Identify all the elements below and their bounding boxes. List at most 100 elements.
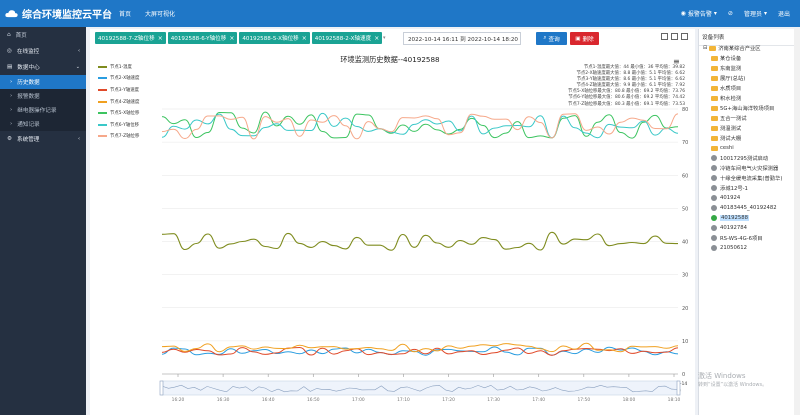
header-actions: ◉ 报警告警 ▾ ⊘ 管理员 ▾ 退出 xyxy=(681,9,800,18)
close-icon[interactable]: × xyxy=(301,34,307,42)
legend-item[interactable]: 节点6-Y轴位移 xyxy=(98,119,139,131)
chevron-right-icon: › xyxy=(10,121,13,127)
series-line xyxy=(161,113,679,140)
tree-label: 401924 xyxy=(720,195,741,201)
sidebar-sub-alarm[interactable]: › 报警数据 xyxy=(0,89,86,103)
zoom-tick-label: 17:30 xyxy=(487,397,500,403)
tree-folder[interactable]: 水质项目 xyxy=(703,83,799,93)
tree-device[interactable]: 40192784 xyxy=(703,223,799,233)
tree-folder[interactable]: 展厅(总站) xyxy=(703,73,799,83)
zoom-icon[interactable] xyxy=(671,33,678,40)
date-range-input[interactable]: 2022-10-14 16:11 到 2022-10-14 18:20 xyxy=(403,32,521,45)
tree-root[interactable]: ⊟ 济南某综合产业区 xyxy=(703,43,799,53)
legend-label: 节点2-X轴速度 xyxy=(110,76,140,82)
tree-folder[interactable]: 某仓设备 xyxy=(703,53,799,63)
trash-icon: ▣ xyxy=(575,35,581,42)
tree-label: 十缘全缓电流采集(普勤华) xyxy=(720,176,783,182)
zoom-tick-label: 17:50 xyxy=(577,397,590,403)
legend-item[interactable]: 节点2-X轴速度 xyxy=(98,73,139,85)
menu-icon[interactable]: ≡ xyxy=(673,57,680,66)
tree-device[interactable]: 冷链车间电气火灾探测器 xyxy=(703,163,799,173)
chevron-down-icon[interactable]: ▾ xyxy=(383,35,386,41)
top-bar: 综合环境监控云平台 首页 大屏可视化 ◉ 报警告警 ▾ ⊘ 管理员 ▾ 退出 xyxy=(0,0,800,27)
legend-item[interactable]: 节点7-Z轴位移 xyxy=(98,131,139,143)
tree-label: 21050612 xyxy=(720,245,747,251)
restore-icon[interactable] xyxy=(681,33,688,40)
tag-label: 40192588-2-X轴速度 xyxy=(314,36,372,42)
device-status-icon xyxy=(711,185,717,191)
legend-item[interactable]: 节点3-Y轴速度 xyxy=(98,84,139,96)
legend-item[interactable]: 节点4-Z轴速度 xyxy=(98,96,139,108)
vertical-scrollbar[interactable] xyxy=(794,29,800,415)
tree-folder[interactable]: ceshi xyxy=(703,143,799,153)
device-status-icon xyxy=(711,235,717,241)
tree-label: 冷链车间电气火灾探测器 xyxy=(720,166,779,172)
tree-folder[interactable]: 测温测试 xyxy=(703,123,799,133)
tree-device[interactable]: 40183445_40192482 xyxy=(703,203,799,213)
data-view-icon[interactable] xyxy=(661,33,668,40)
sidebar-item-datacenter[interactable]: ▤ 数据中心 ⌄ xyxy=(0,59,86,75)
folder-icon xyxy=(709,45,717,51)
sidebar-sub-history[interactable]: › 历史数据 xyxy=(0,75,86,89)
device-status-icon xyxy=(711,195,717,201)
sidebar-item-system[interactable]: ⚙ 系统管理 ‹ xyxy=(0,131,86,147)
sidebar-sub-relay[interactable]: › 继电器操作记录 xyxy=(0,103,86,117)
topnav-dashboard[interactable]: 大屏可视化 xyxy=(145,11,176,18)
tree-device[interactable]: 401924 xyxy=(703,193,799,203)
sidebar-sub-label: 历史数据 xyxy=(17,80,40,86)
y-tick-label: 70 xyxy=(682,140,688,146)
sidebar-item-monitor[interactable]: ◎ 在线监控 ‹ xyxy=(0,43,86,59)
tree-label: RS-WS-4G-6项目 xyxy=(720,236,763,242)
zoom-preview-line xyxy=(161,384,679,393)
tag-chip[interactable]: 40192588-6-Y轴位移 × xyxy=(167,32,238,44)
zoom-tick-label: 17:20 xyxy=(442,397,455,403)
tree-label: 济南某综合产业区 xyxy=(718,46,761,52)
tree-device[interactable]: 21050612 xyxy=(703,243,799,253)
legend-label: 节点3-Y轴速度 xyxy=(110,87,140,93)
sidebar-item-home[interactable]: ⌂ 首页 xyxy=(0,27,86,43)
user-menu[interactable]: 管理员 ▾ xyxy=(744,9,767,18)
folder-icon xyxy=(711,105,718,111)
legend-item[interactable]: 节点5-X轴位移 xyxy=(98,107,139,119)
tree-label: ceshi xyxy=(720,145,734,151)
close-icon[interactable]: × xyxy=(229,34,235,42)
chevron-right-icon: › xyxy=(10,107,13,113)
tag-chip[interactable]: 40192588-5-X轴位移 × xyxy=(239,32,310,44)
tree-device[interactable]: RS-WS-4G-6项目 xyxy=(703,233,799,243)
tree-folder[interactable]: 测试大棚 xyxy=(703,133,799,143)
close-icon[interactable]: × xyxy=(374,34,380,42)
sidebar-item-label: 数据中心 xyxy=(17,65,40,71)
legend-swatch xyxy=(98,135,107,138)
tree-folder[interactable]: 五合一测试 xyxy=(703,113,799,123)
mute-button[interactable]: ⊘ xyxy=(728,10,733,17)
tag-chip[interactable]: 40192588-2-X轴速度 × xyxy=(311,32,383,44)
query-button[interactable]: ⌕ 查询 xyxy=(536,32,567,45)
tag-chip[interactable]: 40192588-7-Z轴位移 × xyxy=(95,32,166,44)
sidebar-sub-notice[interactable]: › 通知记录 xyxy=(0,117,86,131)
app-title: 综合环境监控云平台 xyxy=(22,10,112,21)
folder-icon xyxy=(711,95,718,101)
tree-label: 5G+海山海洋牧场项目 xyxy=(720,106,775,112)
alarm-button[interactable]: ◉ 报警告警 ▾ xyxy=(681,9,717,18)
series-line xyxy=(161,111,679,139)
tag-label: 40192588-5-X轴位移 xyxy=(242,36,299,42)
tree-device[interactable]: 10017295测试启动 xyxy=(703,153,799,163)
minus-icon: ⊟ xyxy=(703,45,708,51)
topnav-home[interactable]: 首页 xyxy=(119,11,132,18)
logout-button[interactable]: 退出 xyxy=(777,11,790,18)
tree-device[interactable]: 40192588 xyxy=(703,213,799,223)
tree-folder[interactable]: 东南监测 xyxy=(703,63,799,73)
zoom-tick-label: 18:00 xyxy=(623,397,636,403)
tree-device[interactable]: 添城12号-1 xyxy=(703,183,799,193)
chevron-right-icon: › xyxy=(10,79,13,85)
close-icon[interactable]: × xyxy=(157,34,163,42)
delete-button[interactable]: ▣ 删除 xyxy=(570,32,599,45)
device-status-icon xyxy=(711,165,717,171)
tree-device[interactable]: 十缘全缓电流采集(普勤华) xyxy=(703,173,799,183)
globe-icon: ◉ xyxy=(680,10,686,17)
legend-item[interactable]: 节点1-温度 xyxy=(98,61,139,73)
user-label: 管理员 xyxy=(743,11,762,18)
tree-folder[interactable]: 5G+海山海洋牧场项目 xyxy=(703,103,799,113)
tree-folder[interactable]: 积水检测 xyxy=(703,93,799,103)
chevron-right-icon: › xyxy=(10,93,13,99)
